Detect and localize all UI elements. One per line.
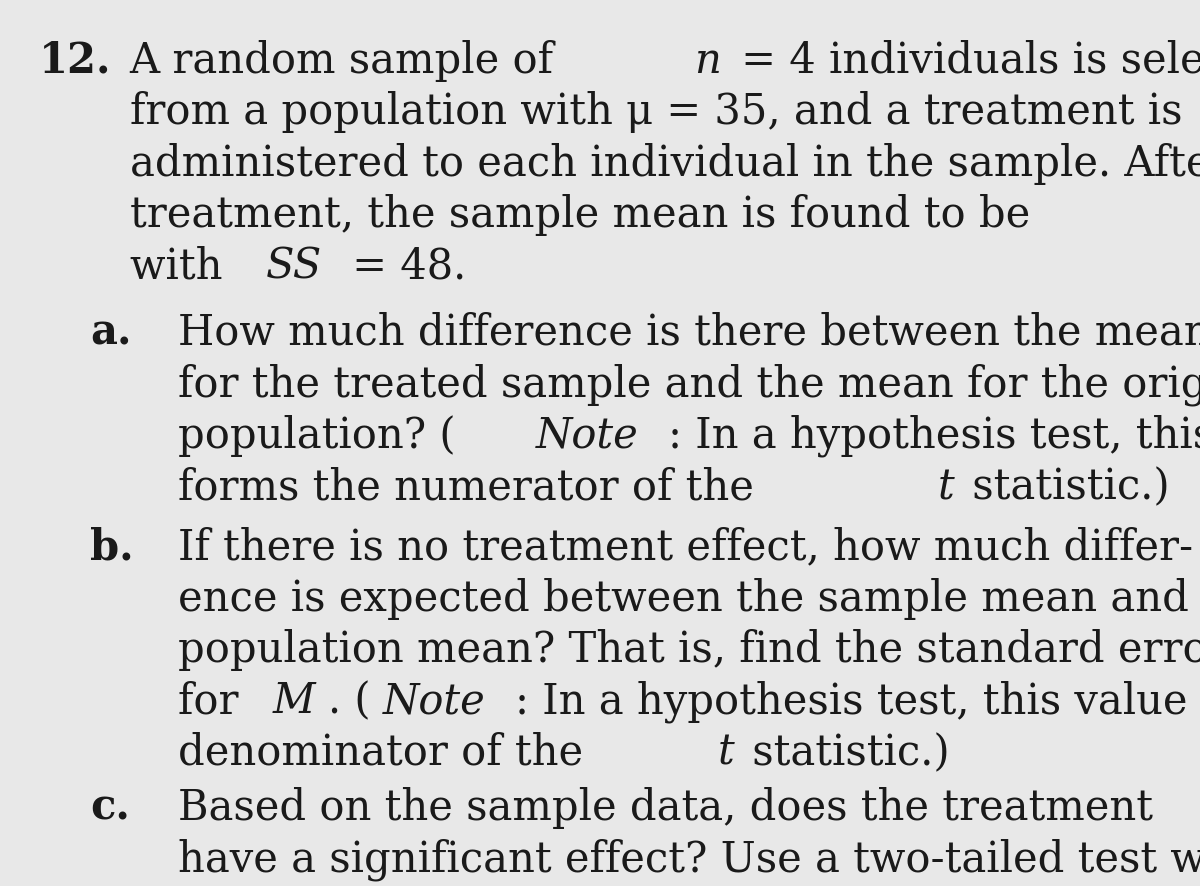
Text: administered to each individual in the sample. After: administered to each individual in the s… [130,143,1200,184]
Text: population? (: population? ( [178,415,455,456]
Text: Based on the sample data, does the treatment: Based on the sample data, does the treat… [178,787,1152,828]
Text: statistic.): statistic.) [739,732,949,773]
Text: = 48.: = 48. [338,245,466,287]
Text: for: for [178,680,251,722]
Text: SS: SS [266,245,323,287]
Text: c.: c. [90,787,130,828]
Text: statistic.): statistic.) [959,466,1170,508]
Text: M: M [272,680,316,722]
Text: t: t [718,732,734,773]
Text: n: n [694,40,720,82]
Text: : In a hypothesis test, this value: : In a hypothesis test, this value [668,415,1200,457]
Text: a.: a. [90,312,132,354]
Text: t: t [937,466,954,508]
Text: have a significant effect? Use a two-tailed test with: have a significant effect? Use a two-tai… [178,838,1200,881]
Text: 12.: 12. [38,40,110,82]
Text: treatment, the sample mean is found to be: treatment, the sample mean is found to b… [130,194,1043,236]
Text: from a population with μ = 35, and a treatment is: from a population with μ = 35, and a tre… [130,91,1182,133]
Text: A random sample of: A random sample of [130,40,566,82]
Text: ence is expected between the sample mean and its: ence is expected between the sample mean… [178,578,1200,619]
Text: Note: Note [383,680,486,722]
Text: How much difference is there between the mean: How much difference is there between the… [178,312,1200,354]
Text: b.: b. [90,526,133,568]
Text: . (: . ( [328,680,371,722]
Text: for the treated sample and the mean for the original: for the treated sample and the mean for … [178,363,1200,406]
Text: Note: Note [536,415,638,456]
Text: : In a hypothesis test, this value is the: : In a hypothesis test, this value is th… [515,680,1200,723]
Text: If there is no treatment effect, how much differ-: If there is no treatment effect, how muc… [178,526,1193,568]
Text: forms the numerator of the: forms the numerator of the [178,466,767,508]
Text: = 4 individuals is selected: = 4 individuals is selected [728,40,1200,82]
Text: population mean? That is, find the standard error: population mean? That is, find the stand… [178,629,1200,671]
Text: denominator of the: denominator of the [178,732,596,773]
Text: with: with [130,245,235,287]
